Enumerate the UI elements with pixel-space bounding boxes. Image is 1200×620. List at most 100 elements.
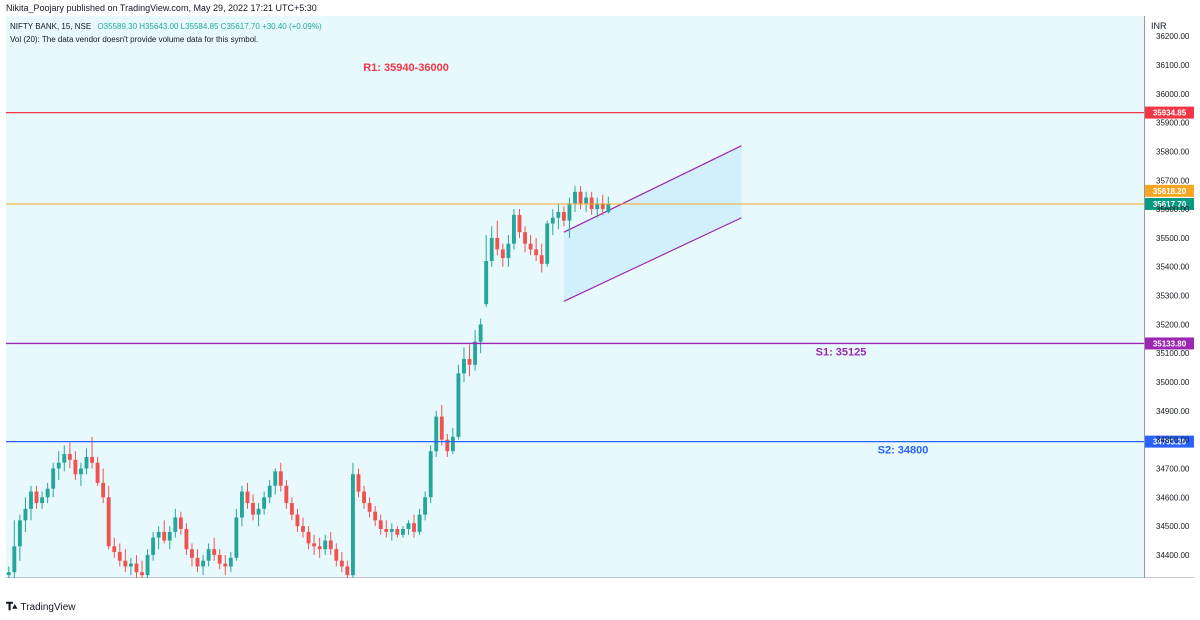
candle bbox=[367, 497, 372, 518]
candle-body bbox=[306, 531, 311, 544]
candle-body bbox=[484, 260, 489, 305]
price-channel[interactable] bbox=[563, 145, 742, 302]
candle-body bbox=[312, 543, 317, 547]
candle bbox=[17, 514, 22, 561]
candle-body bbox=[90, 456, 94, 463]
candle-body bbox=[45, 488, 50, 498]
candle bbox=[439, 405, 444, 446]
y-tick-label: 36200.00 bbox=[1156, 32, 1190, 41]
candlestick-chart[interactable]: INR NIFTY BANK, 15, NSE O35589.30 H35643… bbox=[6, 16, 1194, 593]
candle bbox=[317, 537, 322, 558]
candle-body bbox=[317, 546, 322, 550]
candle bbox=[306, 526, 311, 550]
s1-price-tag-text: 35133.80 bbox=[1153, 339, 1187, 348]
candle bbox=[434, 410, 439, 457]
s2-price-tag bbox=[1145, 435, 1194, 448]
candle-body bbox=[256, 508, 261, 515]
candle bbox=[511, 209, 516, 250]
s1-label: S1: 35125 bbox=[816, 346, 867, 358]
candle-body bbox=[323, 540, 328, 550]
candle bbox=[134, 554, 139, 578]
candle bbox=[406, 520, 411, 535]
candle bbox=[556, 203, 561, 230]
candle-body bbox=[595, 203, 600, 210]
legend-symbol: NIFTY BANK, 15, NSE bbox=[10, 22, 91, 31]
candle bbox=[267, 480, 272, 504]
y-tick-label: 35200.00 bbox=[1156, 320, 1190, 329]
candle bbox=[589, 191, 594, 215]
candle bbox=[178, 511, 183, 535]
candle bbox=[495, 220, 500, 256]
last-price-tag bbox=[1145, 197, 1194, 210]
candle bbox=[262, 491, 267, 515]
candle-body bbox=[450, 436, 455, 452]
candle bbox=[561, 206, 566, 227]
candle-body bbox=[456, 373, 461, 437]
candle-body bbox=[51, 468, 56, 489]
candle bbox=[123, 549, 128, 573]
tradingview-logo[interactable]: 𝐓▴ TradingView bbox=[6, 601, 75, 614]
channel-upper-line[interactable] bbox=[563, 145, 742, 233]
y-tick-label: 35800.00 bbox=[1156, 147, 1190, 156]
candle bbox=[467, 344, 472, 377]
candle-body bbox=[184, 529, 189, 550]
candle bbox=[362, 485, 366, 509]
candle-body bbox=[495, 237, 500, 250]
candle bbox=[506, 235, 511, 267]
candle-body bbox=[528, 243, 533, 250]
candle-body bbox=[17, 520, 22, 547]
channel-lower-line[interactable] bbox=[563, 217, 742, 302]
chart-container[interactable]: INR NIFTY BANK, 15, NSE O35589.30 H35643… bbox=[6, 16, 1194, 593]
candle bbox=[29, 485, 33, 521]
candle bbox=[173, 508, 178, 538]
candle bbox=[550, 209, 555, 236]
candle-body bbox=[467, 358, 472, 365]
candle-body bbox=[140, 572, 144, 576]
s1-price-tag bbox=[1145, 337, 1194, 350]
y-tick-label: 35300.00 bbox=[1156, 292, 1190, 301]
candle-body bbox=[561, 211, 566, 221]
candle-body bbox=[523, 232, 527, 244]
candle-body bbox=[156, 531, 161, 538]
candle bbox=[600, 194, 605, 215]
candle-body bbox=[178, 517, 183, 530]
candle bbox=[56, 451, 61, 481]
candle bbox=[84, 448, 89, 475]
candle bbox=[417, 508, 422, 535]
candle bbox=[301, 517, 305, 538]
candle-body bbox=[373, 511, 378, 521]
y-tick-label: 35700.00 bbox=[1156, 176, 1190, 185]
candle bbox=[145, 549, 150, 578]
y-tick-label: 35400.00 bbox=[1156, 263, 1190, 272]
candle bbox=[595, 197, 600, 218]
candle-body bbox=[589, 197, 594, 210]
candle-body bbox=[106, 497, 111, 547]
candle-body bbox=[423, 497, 428, 515]
candle-body bbox=[167, 531, 172, 541]
candle-body bbox=[228, 557, 233, 567]
candle bbox=[62, 445, 67, 472]
candle bbox=[106, 485, 111, 550]
candle bbox=[473, 330, 478, 371]
candle bbox=[389, 523, 394, 541]
candle bbox=[489, 226, 494, 267]
price-axis[interactable]: 34400.00 34500.00 34600.00 34700.00 34800.00… bbox=[1156, 32, 1190, 560]
candle-body bbox=[517, 214, 522, 233]
candle bbox=[462, 347, 466, 383]
tradingview-brand-text: TradingView bbox=[20, 602, 76, 613]
candle-body bbox=[289, 503, 294, 515]
candle-body bbox=[539, 255, 544, 264]
candle bbox=[323, 534, 328, 555]
tradingview-logo-icon: 𝐓▴ bbox=[6, 601, 17, 613]
candle-body bbox=[34, 491, 39, 504]
candle-body bbox=[112, 546, 117, 553]
candle-body bbox=[328, 540, 333, 550]
y-tick-label: 35000.00 bbox=[1156, 378, 1190, 387]
candle-body bbox=[273, 471, 278, 486]
candle-body bbox=[334, 549, 339, 561]
candle-body bbox=[190, 549, 194, 558]
horizontal-levels[interactable]: R1: 35940-36000 35934.85 S1: 35125 35133.80… bbox=[6, 62, 1194, 457]
candle bbox=[345, 560, 350, 578]
candle-body bbox=[406, 523, 411, 530]
candle-body bbox=[29, 491, 33, 509]
